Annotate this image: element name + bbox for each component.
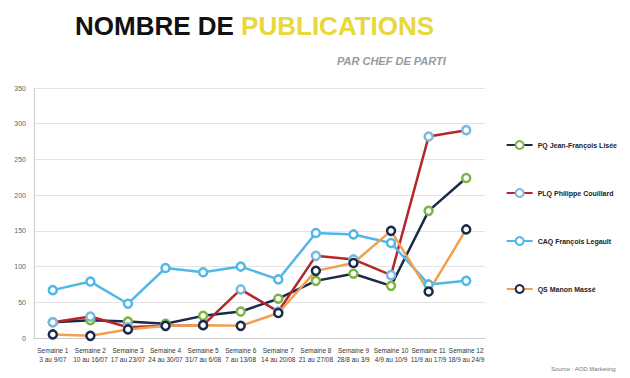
svg-text:Semaine 12: Semaine 12	[449, 347, 484, 354]
svg-text:14 au 20/08: 14 au 20/08	[261, 356, 296, 363]
svg-text:PUBLICATIONS: PUBLICATIONS	[241, 11, 434, 41]
svg-text:31/7 au 6/08: 31/7 au 6/08	[185, 356, 222, 363]
svg-text:Semaine 5: Semaine 5	[188, 347, 219, 354]
svg-text:3 au 9/07: 3 au 9/07	[39, 356, 66, 363]
svg-text:28/8 au 3/9: 28/8 au 3/9	[337, 356, 370, 363]
svg-text:50: 50	[18, 299, 26, 306]
svg-text:Semaine 3: Semaine 3	[112, 347, 143, 354]
svg-text:10 au 16/07: 10 au 16/07	[73, 356, 108, 363]
svg-text:7 au 13/08: 7 au 13/08	[225, 356, 256, 363]
svg-text:300: 300	[14, 120, 26, 127]
svg-text:0: 0	[22, 335, 26, 342]
svg-text:Semaine 10: Semaine 10	[374, 347, 409, 354]
svg-text:17 au 23/07: 17 au 23/07	[111, 356, 146, 363]
svg-text:11/9 au 17/9: 11/9 au 17/9	[411, 356, 447, 363]
svg-text:PQ Jean-François Lisée: PQ Jean-François Lisée	[538, 142, 617, 150]
svg-text:Semaine 9: Semaine 9	[338, 347, 369, 354]
svg-text:Semaine 6: Semaine 6	[225, 347, 256, 354]
svg-text:150: 150	[14, 227, 26, 234]
svg-text:NOMBRE DE: NOMBRE DE	[75, 11, 241, 41]
svg-text:200: 200	[14, 192, 26, 199]
svg-text:24 au 30/07: 24 au 30/07	[148, 356, 183, 363]
svg-text:18/9 au 24/9: 18/9 au 24/9	[448, 356, 485, 363]
svg-text:Source : AOD Marketing: Source : AOD Marketing	[551, 366, 616, 372]
svg-text:250: 250	[14, 156, 26, 163]
svg-text:CAQ François Legault: CAQ François Legault	[538, 238, 612, 246]
svg-text:350: 350	[14, 85, 26, 92]
svg-text:PLQ Philippe Couillard: PLQ Philippe Couillard	[538, 190, 614, 198]
svg-text:Semaine 1: Semaine 1	[37, 347, 68, 354]
svg-text:100: 100	[14, 263, 26, 270]
svg-text:4/9 au 10/9: 4/9 au 10/9	[375, 356, 408, 363]
svg-text:Semaine 2: Semaine 2	[75, 347, 106, 354]
svg-text:Semaine 7: Semaine 7	[263, 347, 294, 354]
svg-text:Semaine 4: Semaine 4	[150, 347, 181, 354]
svg-text:Semaine 8: Semaine 8	[300, 347, 331, 354]
svg-text:QS Manon Massé: QS Manon Massé	[538, 286, 596, 294]
svg-text:Semaine 11: Semaine 11	[412, 347, 447, 354]
svg-text:21 au 27/08: 21 au 27/08	[299, 356, 334, 363]
svg-text:PAR CHEF DE PARTI: PAR CHEF DE PARTI	[337, 55, 447, 67]
